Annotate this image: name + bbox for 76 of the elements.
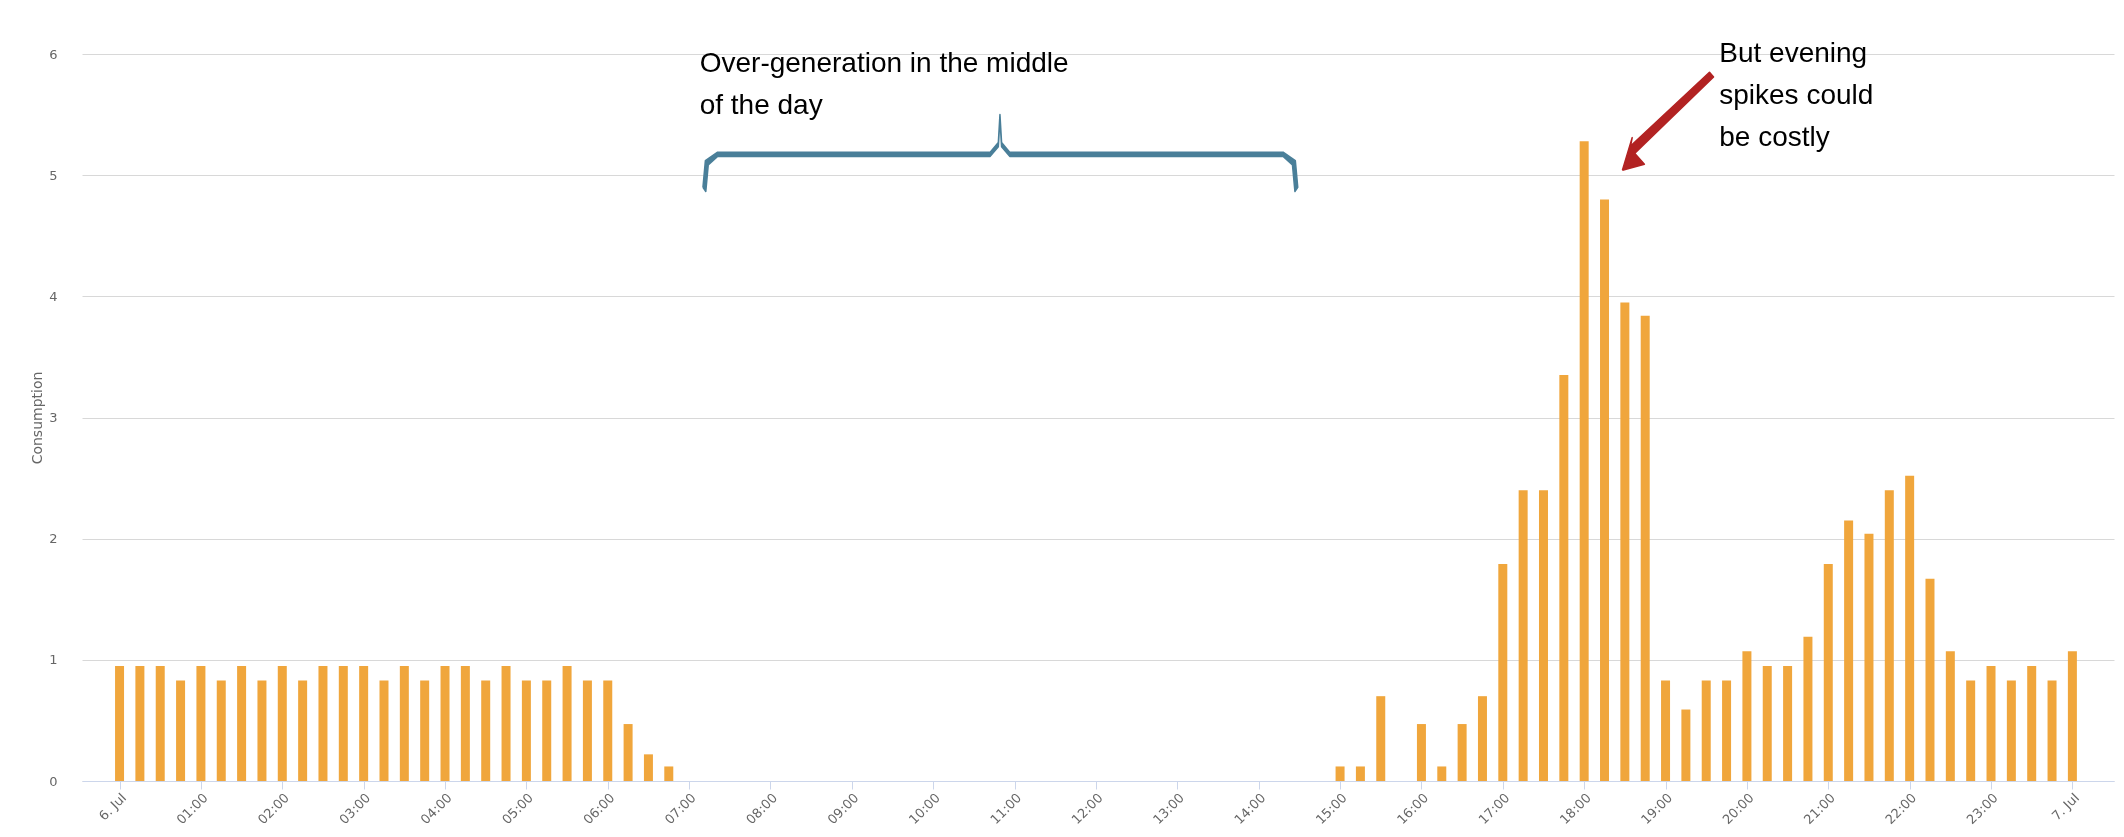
bar (1437, 766, 1447, 781)
bar (1477, 696, 1487, 781)
bar (501, 665, 511, 781)
bar (1844, 520, 1854, 781)
bar (481, 680, 491, 781)
bar (623, 724, 633, 781)
bar (1742, 651, 1752, 781)
bar (1538, 490, 1548, 781)
bar (196, 665, 206, 781)
bar (257, 680, 267, 781)
bar (1803, 636, 1813, 781)
bar (2006, 680, 2016, 781)
bar (1864, 533, 1874, 781)
bar (1966, 680, 1976, 781)
bar (1640, 315, 1650, 781)
bar (1701, 680, 1711, 781)
bar (1579, 141, 1589, 781)
bar (1376, 696, 1386, 781)
y-axis-title: Consumption (29, 371, 46, 465)
bar (298, 680, 308, 781)
bar (1823, 564, 1833, 781)
bar (460, 665, 470, 781)
bar (338, 665, 348, 781)
bar (155, 665, 165, 781)
bar (1661, 680, 1671, 781)
bar (1518, 490, 1528, 781)
bar (1986, 665, 1996, 781)
bar (399, 665, 409, 781)
bar (1681, 709, 1691, 781)
bar (521, 680, 531, 781)
bar (176, 680, 186, 781)
bar (359, 665, 369, 781)
bar (603, 680, 613, 781)
bar (1457, 724, 1467, 781)
bar (1722, 680, 1732, 781)
bar (115, 665, 125, 781)
bar (277, 665, 287, 781)
bar (1600, 199, 1610, 781)
x-tick-label: 6. Jul (95, 790, 130, 824)
bar (664, 766, 674, 781)
y-tick-label: 2 (49, 531, 58, 547)
y-tick-label: 1 (49, 652, 58, 668)
y-tick-label: 5 (49, 167, 58, 183)
bar (135, 665, 145, 781)
bar (216, 680, 226, 781)
bar (582, 680, 592, 781)
bar (643, 754, 653, 781)
x-tick-label: 7. Jul (2048, 790, 2083, 824)
y-tick-label: 3 (49, 410, 58, 425)
y-tick-label: 0 (49, 773, 58, 789)
bar (1335, 766, 1345, 781)
bar (1620, 302, 1630, 781)
bar (542, 680, 552, 781)
bar (1498, 564, 1508, 781)
bar (562, 665, 572, 781)
annotation: Over-generation in the middle of the day (699, 46, 1069, 120)
bar (1355, 766, 1365, 781)
bar (1884, 490, 1894, 781)
bar (420, 680, 430, 781)
bar (2047, 680, 2057, 781)
bar (1925, 578, 1935, 781)
bar (1945, 651, 1955, 781)
y-tick-label: 6 (49, 46, 58, 62)
bar (1559, 375, 1569, 781)
bar (440, 665, 450, 781)
annotation: But evening spikes could be costly (1719, 37, 1874, 152)
bar (1783, 665, 1793, 781)
bar (1905, 475, 1915, 781)
bar (318, 665, 328, 781)
bar (237, 665, 247, 781)
bar (1762, 665, 1772, 781)
y-tick-label: 4 (49, 288, 58, 304)
bar (2067, 651, 2077, 781)
bar (2027, 665, 2037, 781)
bar (379, 680, 389, 781)
bar (1416, 724, 1426, 781)
